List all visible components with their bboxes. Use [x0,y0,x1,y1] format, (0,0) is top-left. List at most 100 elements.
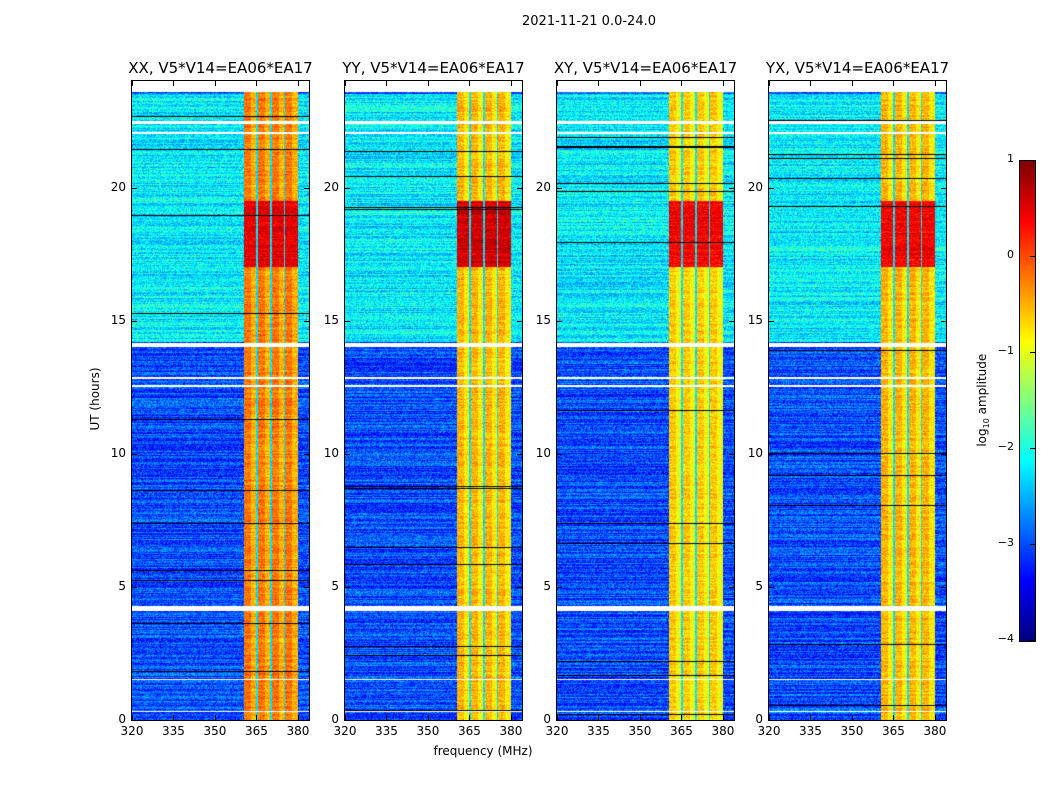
y-tick [132,586,137,588]
colorbar-tick-label: −1 [997,344,1014,357]
x-tick [810,715,812,720]
x-tick-label: 380 [711,724,735,738]
y-tick [769,586,774,588]
y-tick [132,720,137,721]
colorbar-tick [1030,448,1035,449]
x-tick [214,81,216,86]
y-tick-label: 0 [118,712,126,726]
y-tick-label: 0 [543,712,551,726]
x-tick-label: 335 [162,724,185,738]
colorbar [1019,160,1036,642]
x-tick [893,715,895,720]
y-tick [345,320,350,322]
y-tick-label: 20 [110,179,126,194]
x-tick [427,715,429,720]
colorbar-label: log10 amplitude [974,353,992,447]
x-tick-label: 320 [120,724,144,738]
x-tick-label: 320 [545,724,569,738]
y-tick-label: 10 [110,445,126,460]
x-tick [722,81,724,86]
x-tick [769,81,770,86]
y-tick [132,453,137,455]
y-tick [941,720,946,721]
x-tick [132,715,133,720]
y-tick [345,720,350,721]
y-tick-label: 5 [543,578,551,593]
x-tick [386,81,388,86]
y-tick [557,320,562,322]
y-tick [304,320,309,322]
x-tick [934,715,936,720]
x-tick-label: 350 [203,724,227,738]
x-tick [345,715,346,720]
panel-title: YX, V5*V14=EA06*EA17 [765,59,950,77]
waterfall-panel: YX, V5*V14=EA06*EA17 320 335 350 365 380 0 5 10 1… [748,59,949,738]
y-tick-label: 5 [118,578,126,593]
x-tick [297,715,299,720]
colorbar-tick-label: −3 [997,536,1014,549]
x-tick [557,715,558,720]
y-tick [304,720,309,721]
x-axis-label: frequency (MHz) [433,744,533,758]
y-tick [304,187,309,189]
x-tick [510,81,512,86]
y-tick-label: 5 [755,578,763,593]
panel-title: YY, V5*V14=EA06*EA17 [342,59,525,77]
y-tick [345,453,350,455]
heatmap-image [769,81,946,720]
x-tick-label: 365 [245,724,268,738]
x-tick-label: 335 [587,724,610,738]
x-tick-label: 335 [799,724,822,738]
y-tick [517,720,522,721]
y-tick [729,187,734,189]
y-tick [557,586,562,588]
figure-title: 2021-11-21 0.0-24.0 [522,14,656,29]
y-tick-label: 15 [535,312,551,327]
x-tick [256,715,258,720]
y-tick [729,586,734,588]
y-tick-label: 10 [747,445,763,460]
colorbar-tick [1030,160,1035,161]
panel-title: XY, V5*V14=EA06*EA17 [553,59,738,77]
x-tick-label: 350 [416,724,440,738]
y-tick [729,453,734,455]
x-tick [427,81,429,86]
y-tick-label: 0 [331,712,339,726]
y-tick [304,453,309,455]
y-tick [132,187,137,189]
y-tick [941,453,946,455]
x-tick [769,715,770,720]
x-tick [598,715,600,720]
colorbar-tick-label: −2 [997,440,1014,453]
x-tick [639,81,641,86]
x-tick [934,81,936,86]
y-tick [345,586,350,588]
y-tick [729,720,734,721]
y-tick [517,187,522,189]
x-tick [132,81,133,86]
x-tick [256,81,258,86]
y-tick [769,320,774,322]
x-tick-label: 365 [670,724,693,738]
x-tick-label: 320 [333,724,357,738]
x-tick [297,81,299,86]
y-tick [769,187,774,189]
waterfall-panel: XY, V5*V14=EA06*EA17 320 335 350 365 380 0 5 10 1… [536,59,737,738]
y-tick-label: 20 [747,179,763,194]
colorbar-tick [1030,352,1035,353]
y-tick [517,320,522,322]
waterfall-panel: XX, V5*V14=EA06*EA17 320 335 350 365 380 0 5 10 1… [111,59,313,738]
y-tick [304,586,309,588]
x-tick-label: 380 [923,724,947,738]
x-tick [345,81,346,86]
x-tick-label: 380 [286,724,310,738]
y-tick [769,720,774,721]
colorbar-tick [1030,640,1035,641]
y-tick-label: 10 [535,445,551,460]
heatmap-image [345,81,522,720]
colorbar-tick [1030,544,1035,545]
y-axis-label: UT (hours) [88,367,102,431]
x-tick [557,81,558,86]
x-tick [851,715,853,720]
waterfall-panel: YY, V5*V14=EA06*EA17 320 335 350 365 380 0 5 10 1… [324,59,525,738]
